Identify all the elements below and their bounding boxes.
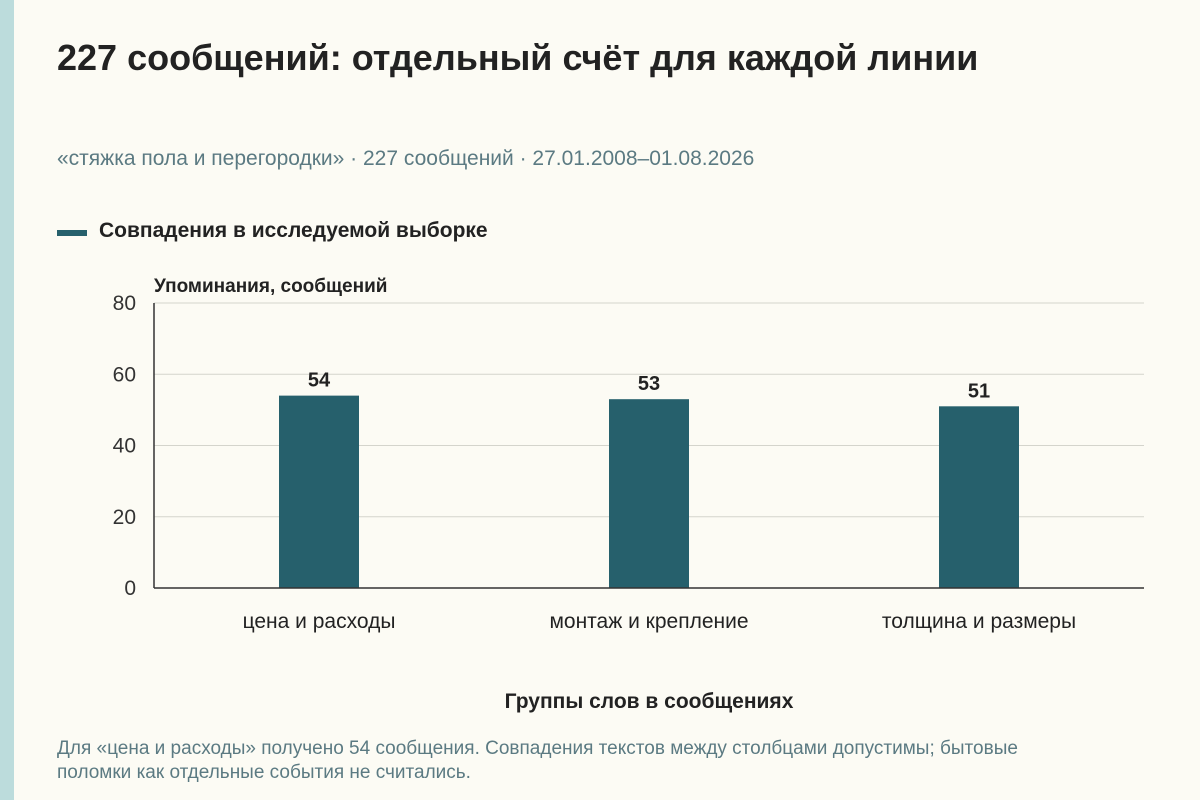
y-tick-label: 20 (113, 506, 136, 529)
x-axis-label: Группы слов в сообщениях (505, 690, 794, 713)
legend-label: Совпадения в исследуемой выборке (99, 219, 488, 242)
bar-value-label: 54 (308, 370, 331, 392)
bar (609, 399, 689, 588)
category-label: толщина и размеры (882, 610, 1076, 633)
bar-value-labels: 54 53 51 (308, 370, 990, 403)
y-tick-label: 80 (113, 292, 136, 315)
bars (279, 395, 1019, 588)
y-axis-label: Упоминания, сообщений (154, 276, 387, 297)
y-tick-label: 60 (113, 363, 136, 386)
page-subtitle: «стяжка пола и перегородки» · 227 сообще… (57, 147, 755, 170)
y-tick-label: 40 (113, 435, 136, 458)
y-tick-labels: 0 20 40 60 80 (113, 292, 136, 600)
page-title: 227 сообщений: отдельный счёт для каждой… (57, 37, 979, 78)
accent-strip (0, 0, 14, 800)
bar-value-label: 53 (638, 373, 660, 395)
legend: Совпадения в исследуемой выборке (57, 219, 488, 243)
footnote: Для «цена и расходы» получено 54 сообщен… (57, 738, 1018, 783)
category-label: монтаж и крепление (549, 610, 748, 633)
category-label: цена и расходы (243, 610, 396, 633)
legend-swatch (57, 229, 87, 236)
bar (279, 395, 359, 588)
category-labels: цена и расходы монтаж и крепление толщина … (243, 610, 1077, 633)
bar (939, 406, 1019, 588)
y-tick-label: 0 (124, 577, 136, 600)
bar-value-label: 51 (968, 380, 990, 402)
